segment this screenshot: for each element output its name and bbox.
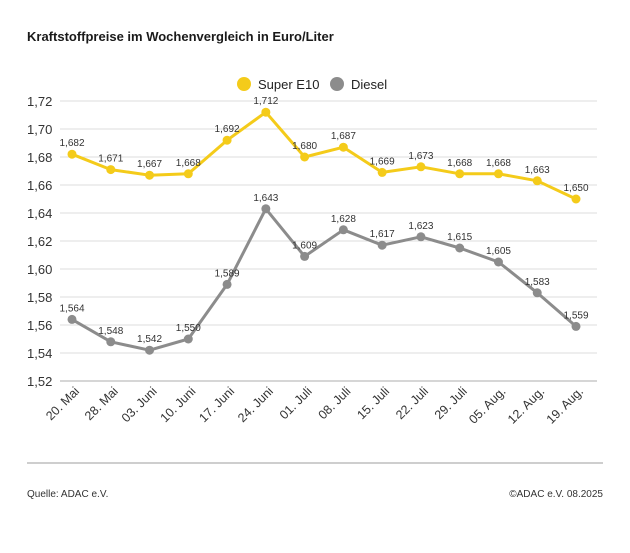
y-tick-label: 1,52 [27, 374, 52, 389]
x-tick-label: 12. Aug. [505, 384, 547, 426]
data-point [493, 169, 503, 179]
data-point [183, 334, 193, 344]
data-label: 1,650 [563, 183, 588, 194]
y-tick-label: 1,64 [27, 206, 52, 221]
y-tick-label: 1,60 [27, 262, 52, 277]
legend-marker-0 [237, 77, 251, 91]
data-point [455, 169, 465, 179]
data-point [377, 167, 387, 177]
data-point [222, 135, 232, 145]
copyright-note: ©ADAC e.V. 08.2025 [509, 489, 603, 500]
data-point [145, 170, 155, 180]
data-label: 1,668 [486, 158, 511, 169]
data-label: 1,669 [370, 156, 395, 167]
x-tick-label: 20. Mai [43, 384, 82, 423]
data-point [67, 149, 77, 159]
x-tick-label: 29. Juli [432, 384, 470, 422]
data-label: 1,589 [215, 268, 240, 279]
data-point [261, 204, 271, 214]
y-axis-ticks: 1,72 1,70 1,68 1,66 1,64 1,62 1,60 1,58 1,56 1,54… [27, 94, 52, 389]
data-point [493, 257, 503, 267]
data-label: 1,615 [447, 232, 472, 243]
data-point [532, 176, 542, 186]
y-tick-label: 1,72 [27, 94, 52, 109]
x-tick-label: 08. Juli [316, 384, 354, 422]
y-tick-label: 1,58 [27, 290, 52, 305]
x-tick-label: 28. Mai [82, 384, 121, 423]
legend-label-0: Super E10 [258, 77, 319, 92]
data-label: 1,680 [292, 141, 317, 152]
data-labels: 1,682 1,671 1,667 1,668 1,692 1,712 1,680 1,687… [59, 96, 588, 345]
y-tick-label: 1,54 [27, 346, 52, 361]
legend: Super E10 Diesel [237, 77, 387, 92]
legend-label-1: Diesel [351, 77, 387, 92]
x-tick-label: 05. Aug. [466, 384, 508, 426]
data-label: 1,548 [98, 326, 123, 337]
data-label: 1,663 [525, 165, 550, 176]
x-tick-label: 22. Juli [393, 384, 431, 422]
data-point [532, 288, 542, 298]
series-points [67, 107, 581, 355]
data-label: 1,617 [370, 229, 395, 240]
data-label: 1,605 [486, 246, 511, 257]
data-label: 1,628 [331, 214, 356, 225]
y-tick-label: 1,66 [27, 178, 52, 193]
data-point [261, 107, 271, 117]
data-point [416, 232, 426, 242]
y-tick-label: 1,56 [27, 318, 52, 333]
data-label: 1,623 [408, 221, 433, 232]
data-point [145, 345, 155, 355]
y-tick-label: 1,70 [27, 122, 52, 137]
data-point [338, 142, 348, 152]
data-point [300, 251, 310, 261]
data-label: 1,609 [292, 240, 317, 251]
data-point [338, 225, 348, 235]
data-label: 1,692 [215, 124, 240, 135]
data-label: 1,550 [176, 323, 201, 334]
data-label: 1,668 [447, 158, 472, 169]
x-tick-label: 19. Aug. [544, 384, 586, 426]
data-label: 1,667 [137, 159, 162, 170]
y-tick-label: 1,62 [27, 234, 52, 249]
data-point [106, 165, 116, 175]
x-tick-label: 10. Juni [158, 384, 199, 425]
data-point [106, 337, 116, 347]
data-label: 1,564 [59, 303, 84, 314]
data-point [183, 169, 193, 179]
y-tick-label: 1,68 [27, 150, 52, 165]
data-label: 1,643 [253, 193, 278, 204]
data-label: 1,668 [176, 158, 201, 169]
data-label: 1,673 [408, 151, 433, 162]
data-point [67, 314, 77, 324]
series-line-diesel [70, 207, 578, 352]
x-tick-label: 01. Juli [277, 384, 315, 422]
data-label: 1,542 [137, 334, 162, 345]
data-point [455, 243, 465, 253]
data-label: 1,583 [525, 277, 550, 288]
x-tick-label: 15. Juli [354, 384, 392, 422]
data-label: 1,671 [98, 154, 123, 165]
data-point [416, 162, 426, 172]
legend-marker-1 [330, 77, 344, 91]
x-tick-label: 24. Juni [235, 384, 276, 425]
x-tick-label: 17. Juni [196, 384, 237, 425]
data-label: 1,682 [59, 138, 84, 149]
data-label: 1,559 [563, 310, 588, 321]
data-label: 1,712 [253, 96, 278, 107]
data-point [377, 240, 387, 250]
source-note: Quelle: ADAC e.V. [27, 489, 109, 500]
data-label: 1,687 [331, 131, 356, 142]
series-line-super-e10 [70, 110, 578, 201]
data-point [571, 194, 581, 204]
chart-title: Kraftstoffpreise im Wochenvergleich in E… [27, 29, 334, 44]
data-point [222, 279, 232, 289]
data-point [300, 152, 310, 162]
x-tick-label: 03. Juni [119, 384, 160, 425]
series-lines [70, 110, 578, 352]
data-point [571, 321, 581, 331]
